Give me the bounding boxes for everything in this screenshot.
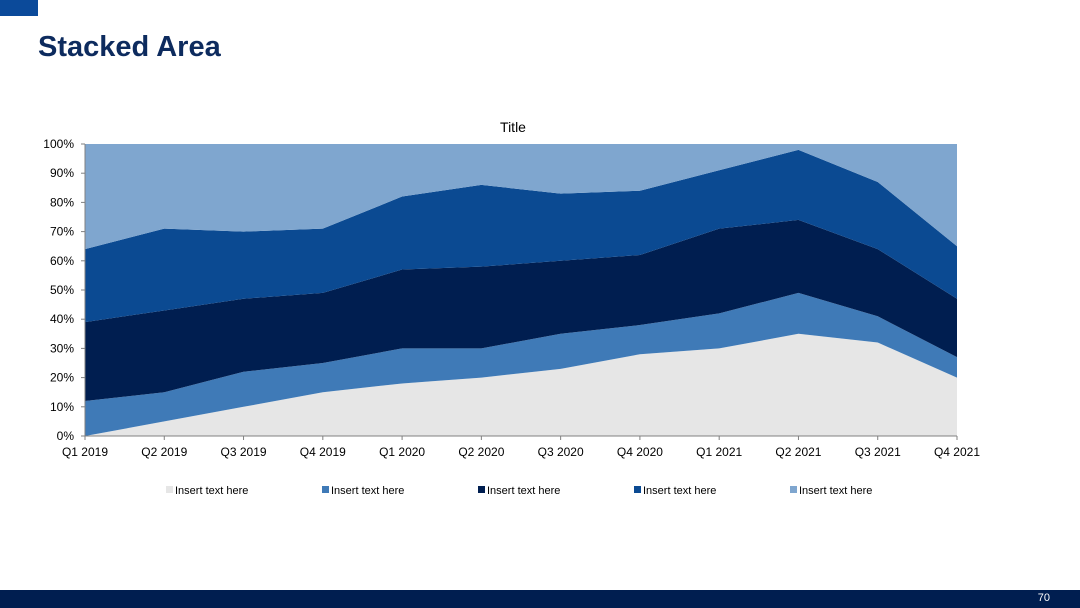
corner-accent-block [0,0,38,16]
legend-swatch-5 [790,486,797,493]
x-tick-label: Q2 2019 [141,445,187,459]
legend-label-2: Insert text here [331,485,404,497]
page-number: 70 [1037,592,1050,604]
chart-title: Title [500,119,526,135]
area-series-group [85,144,957,436]
y-tick-label: 0% [57,429,75,443]
x-tick-label: Q2 2021 [775,445,821,459]
legend-swatch-3 [478,486,485,493]
x-tick-label: Q1 2021 [696,445,742,459]
area-series-3 [85,219,957,401]
y-tick-label: 80% [50,195,74,209]
legend-label-1: Insert text here [175,485,248,497]
y-tick-label: 50% [50,283,74,297]
legend-swatch-2 [322,486,329,493]
y-tick-label: 90% [50,166,74,180]
x-tick-label: Q3 2020 [538,445,584,459]
x-tick-label: Q1 2020 [379,445,425,459]
legend-swatch-1 [166,486,173,493]
legend-label-3: Insert text here [487,485,560,497]
slide-title: Stacked Area [38,31,221,63]
x-tick-label: Q3 2019 [221,445,267,459]
legend: Insert text here Insert text here Insert t… [166,485,872,497]
y-tick-label: 100% [43,137,74,151]
y-tick-label: 20% [50,371,74,385]
legend-swatch-4 [634,486,641,493]
x-tick-label: Q4 2019 [300,445,346,459]
x-tick-label: Q1 2019 [62,445,108,459]
legend-label-4: Insert text here [643,485,716,497]
axis-group: 0% 10% 20% 30% 40% 50% 60% 70% 80% 90% 100% Q1 2019… [43,137,980,459]
y-tick-label: 30% [50,341,74,355]
y-tick-label: 60% [50,254,74,268]
footer-bar: 70 [0,590,1080,608]
x-tick-label: Q2 2020 [458,445,504,459]
x-tick-label: Q4 2021 [934,445,980,459]
legend-label-5: Insert text here [799,485,872,497]
y-tick-label: 70% [50,225,74,239]
y-tick-label: 40% [50,312,74,326]
area-series-5 [85,144,957,250]
area-series-2 [85,292,957,436]
area-series-4 [85,149,957,323]
x-tick-label: Q3 2021 [855,445,901,459]
stacked-area-chart: Title 0% 10% 20% 30% 40% 50% 60% 70% 80% 90% 100% Q… [43,119,980,497]
area-series-1 [85,333,957,436]
y-tick-label: 10% [50,400,74,414]
x-tick-label: Q4 2020 [617,445,663,459]
